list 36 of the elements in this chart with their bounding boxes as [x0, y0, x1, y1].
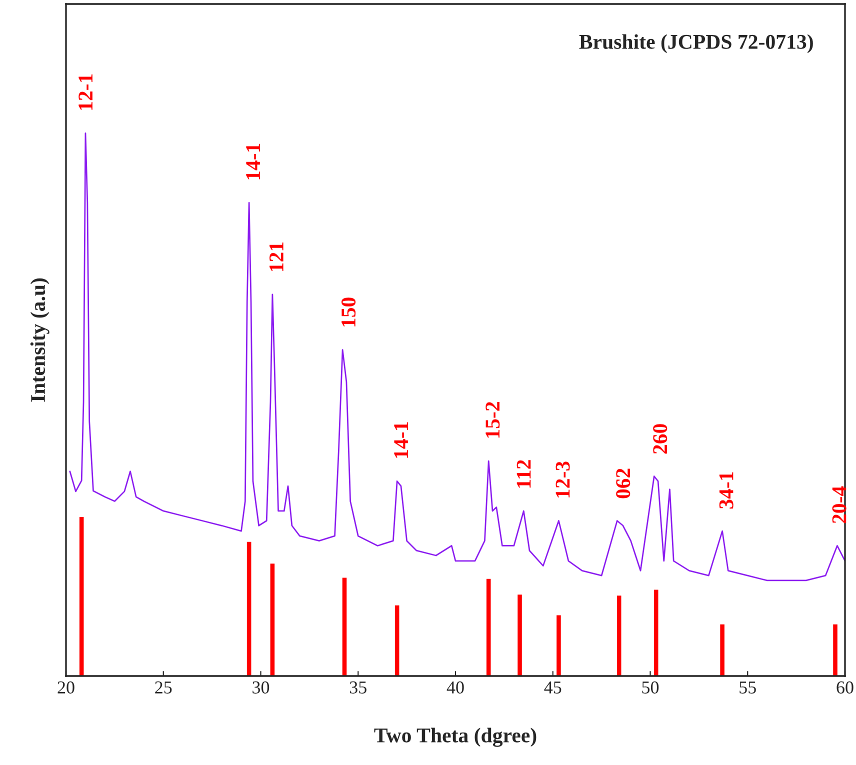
annotation: 15-2	[486, 402, 500, 438]
x-tick-label: 50	[642, 681, 659, 694]
annotation: 12-3	[556, 462, 570, 498]
bar	[720, 624, 724, 676]
bar	[79, 516, 84, 676]
annotation: 062	[616, 468, 630, 498]
annotation: 260	[653, 424, 668, 454]
x-tick-label: 25	[155, 681, 172, 694]
x-tick-label: 55	[740, 682, 756, 694]
annotation: 112	[516, 460, 531, 488]
annotation: 20-4	[832, 486, 846, 524]
x-tick-label: 35	[350, 681, 366, 694]
annotation: 14-1	[394, 422, 408, 458]
x-tick-label: 20	[58, 681, 74, 694]
bar	[654, 590, 658, 676]
bar	[270, 564, 275, 676]
x-tick-label: 45	[544, 682, 562, 694]
annotation: 34-1	[719, 472, 734, 509]
x-tick-label: 60	[836, 681, 854, 694]
x-tick-label: 30	[252, 681, 270, 694]
bar	[394, 605, 400, 676]
y-axis-title: Intensity (a.u)	[30, 278, 50, 402]
x-tick-label: 40	[446, 681, 464, 694]
bar	[246, 542, 252, 676]
text: 12-1	[78, 74, 92, 110]
bar	[556, 615, 561, 676]
bar	[342, 578, 347, 676]
bar	[833, 624, 838, 676]
bar	[486, 578, 491, 676]
annotation: 150	[341, 298, 356, 326]
annotation: 121	[269, 242, 284, 272]
bar	[518, 594, 522, 676]
bar	[616, 596, 622, 676]
x-axis-title: Two Theta (dgree)	[374, 728, 536, 747]
annotation: 14-1	[246, 144, 260, 180]
text: Brushite (JCPDS 72-0713)	[579, 34, 813, 54]
